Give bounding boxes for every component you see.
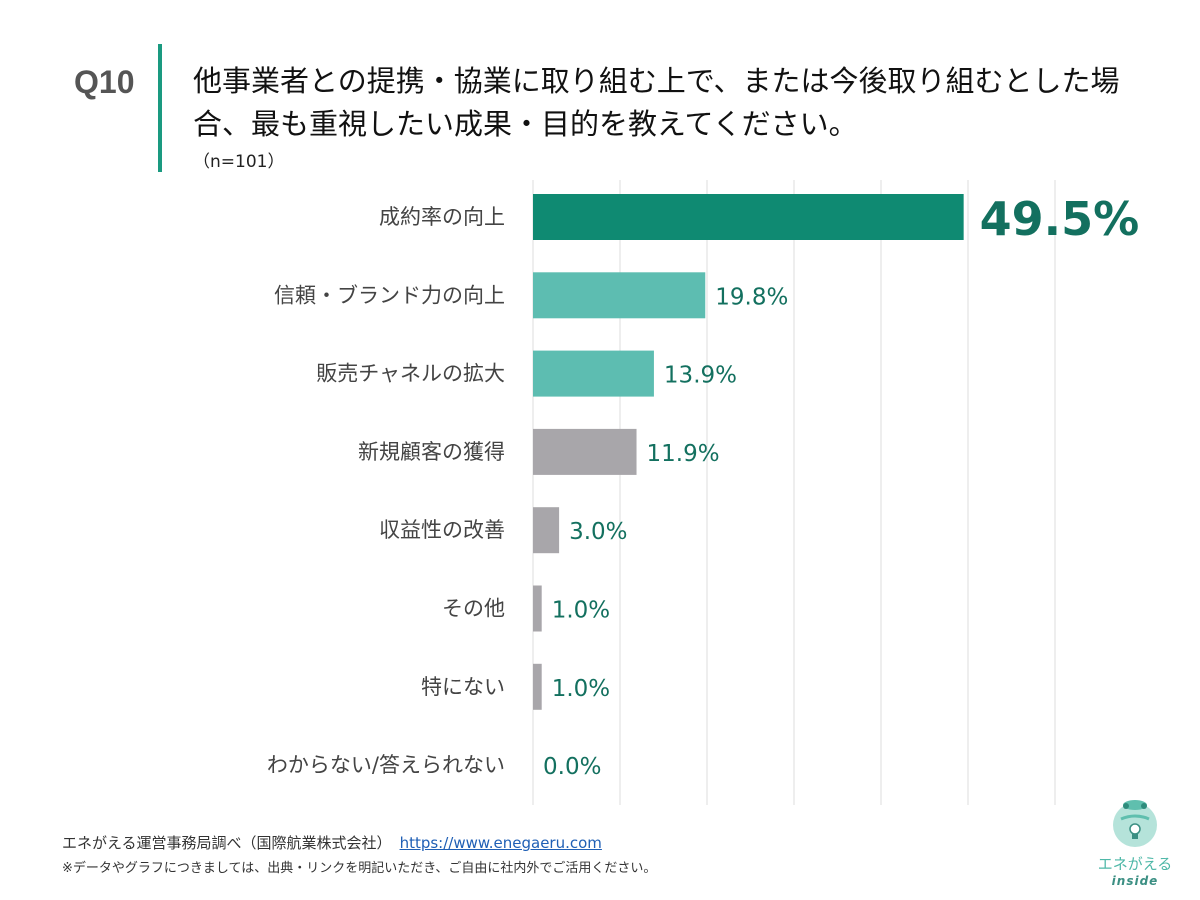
category-label: 成約率の向上 bbox=[379, 205, 505, 229]
data-label: 0.0% bbox=[543, 754, 601, 780]
bar bbox=[533, 194, 964, 240]
source-text: エネがえる運営事務局調べ（国際航業株式会社） bbox=[62, 834, 392, 852]
data-label: 13.9% bbox=[664, 363, 737, 389]
category-label: 新規顧客の獲得 bbox=[358, 440, 505, 464]
bar bbox=[533, 663, 542, 710]
usage-note: ※データやグラフにつきましては、出典・リンクを明記いただき、ご自由に社内外でご活… bbox=[62, 861, 657, 876]
category-label: その他 bbox=[442, 597, 505, 621]
category-label: 収益性の改善 bbox=[379, 518, 505, 542]
bar bbox=[533, 585, 542, 632]
data-label: 49.5% bbox=[980, 192, 1140, 246]
data-label: 3.0% bbox=[569, 519, 627, 545]
category-label: 信頼・ブランド力の向上 bbox=[274, 283, 505, 307]
accent-divider bbox=[158, 44, 162, 172]
data-label: 1.0% bbox=[552, 598, 610, 624]
logo-text: エネがえる bbox=[1097, 855, 1173, 873]
question-title: 他事業者との提携・協業に取り組む上で、または今後取り組むとした場合、最も重視した… bbox=[193, 64, 1120, 141]
question-number: Q10 bbox=[74, 64, 135, 100]
category-label: 販売チャネルの拡大 bbox=[316, 362, 505, 386]
logo-subtext: inside bbox=[1111, 874, 1159, 888]
source-link[interactable]: https://www.enegaeru.com bbox=[399, 834, 602, 852]
mascot-icon bbox=[1113, 800, 1157, 847]
bar bbox=[533, 350, 654, 397]
data-label: 1.0% bbox=[552, 676, 610, 702]
data-label: 11.9% bbox=[647, 441, 720, 467]
category-label: わからない/答えられない bbox=[267, 753, 505, 777]
bar bbox=[533, 272, 706, 319]
enegaeru-logo: エネがえる inside bbox=[1085, 795, 1185, 888]
source-line: エネがえる運営事務局調べ（国際航業株式会社） https://www.enegae… bbox=[62, 832, 602, 853]
data-label: 19.8% bbox=[715, 284, 788, 310]
sample-size: （n=101） bbox=[193, 152, 285, 172]
bar bbox=[533, 507, 560, 554]
category-label: 特にない bbox=[421, 675, 505, 699]
bar bbox=[533, 428, 637, 475]
